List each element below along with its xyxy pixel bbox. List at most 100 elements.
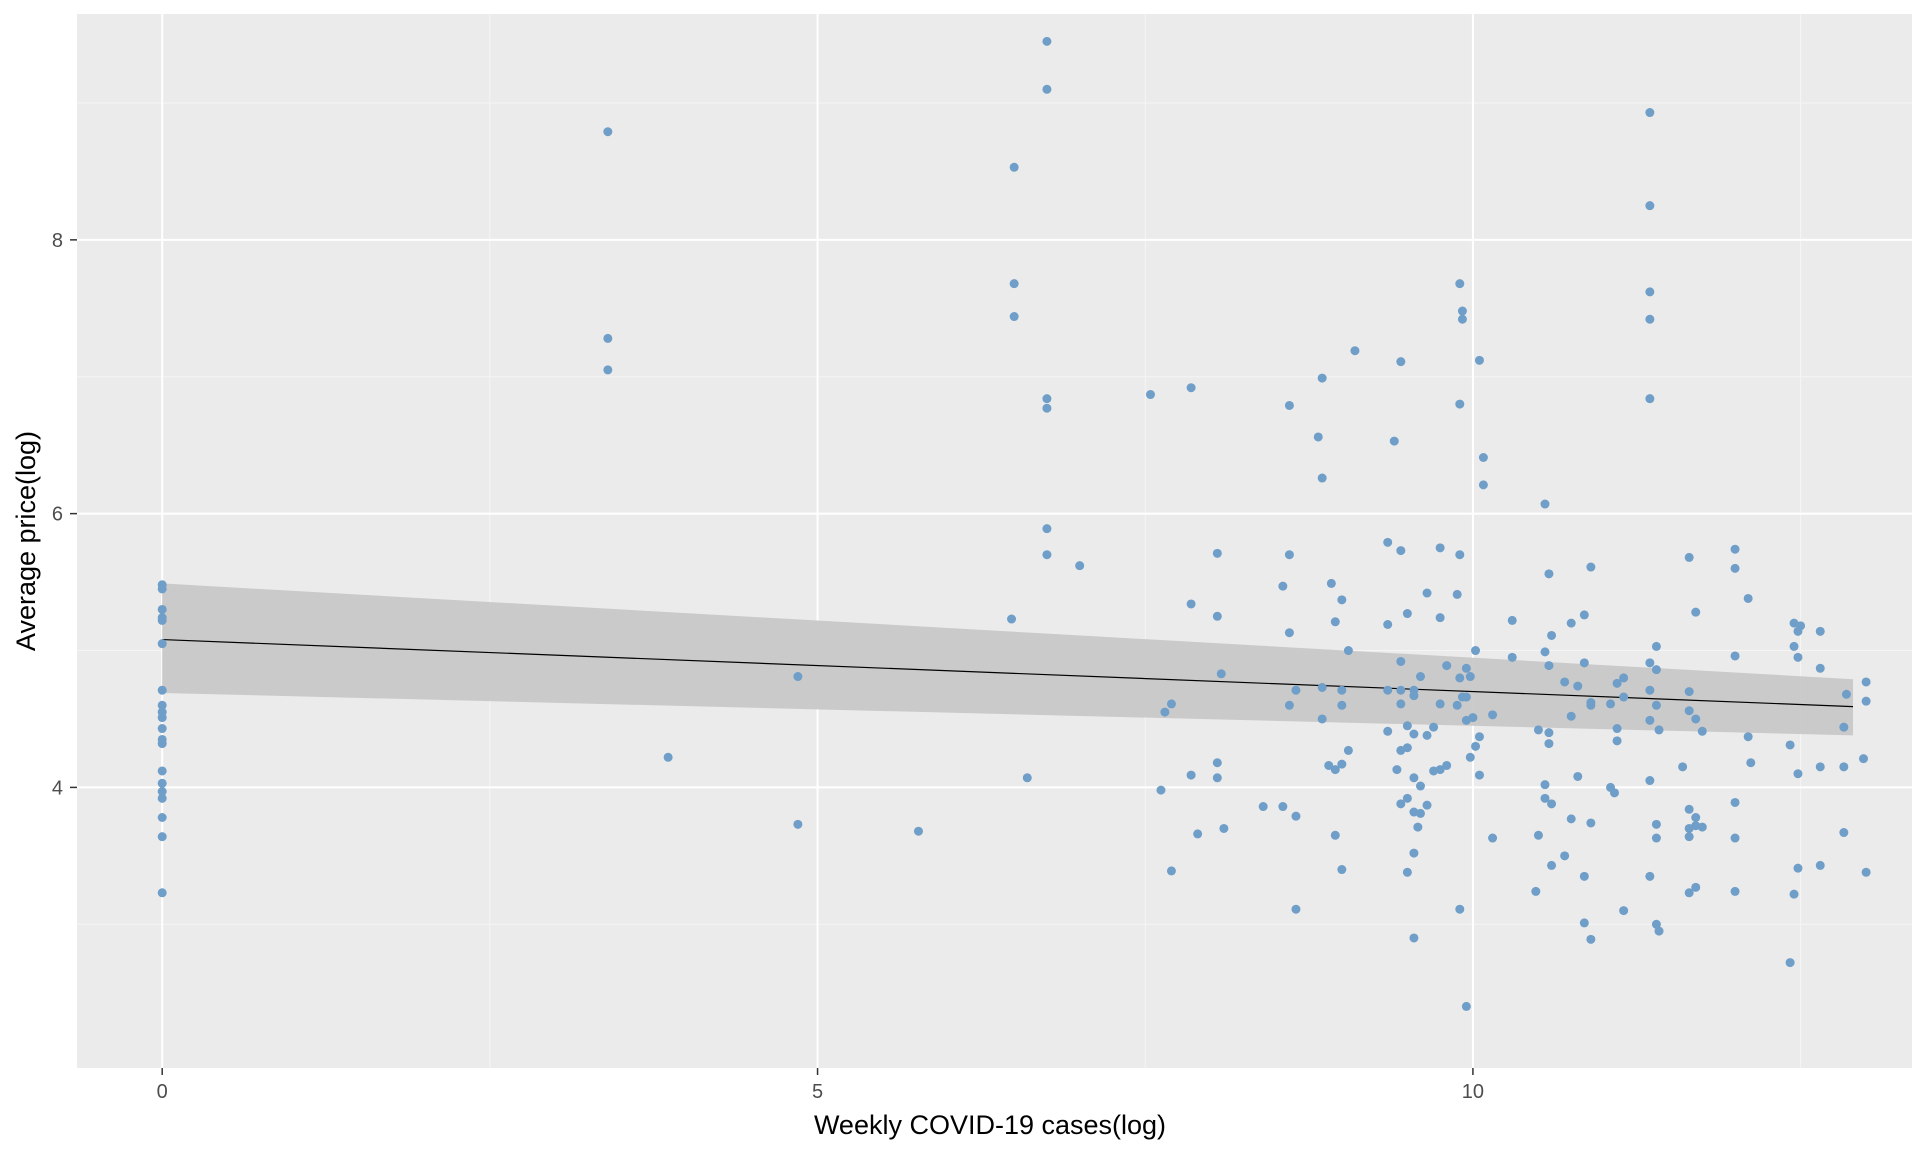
data-point (1396, 656, 1406, 666)
data-point (1422, 588, 1432, 598)
data-point (1566, 711, 1576, 721)
data-point (1645, 394, 1655, 404)
data-point (1566, 814, 1576, 824)
data-point (1793, 626, 1803, 636)
data-point (1042, 84, 1052, 94)
data-point (1216, 669, 1226, 679)
data-point (1455, 673, 1465, 683)
data-point (1343, 646, 1353, 656)
data-point (1560, 851, 1570, 861)
data-point (1785, 740, 1795, 750)
data-point (1186, 599, 1196, 609)
data-point (793, 672, 803, 682)
data-point (603, 127, 613, 137)
data-point (157, 739, 167, 749)
data-point (1841, 689, 1851, 699)
data-point (663, 752, 673, 762)
data-point (1651, 641, 1661, 651)
data-point (1166, 866, 1176, 876)
data-point (1566, 618, 1576, 628)
data-point (157, 786, 167, 796)
data-point (1409, 933, 1419, 943)
data-point (1544, 661, 1554, 671)
data-point (1291, 904, 1301, 914)
data-point (1042, 394, 1052, 404)
data-point (603, 333, 613, 343)
data-point (1645, 715, 1655, 725)
data-point (1337, 685, 1347, 695)
data-point (1474, 770, 1484, 780)
data-point (1612, 678, 1622, 688)
data-point (1612, 724, 1622, 734)
data-point (1789, 889, 1799, 899)
data-point (1684, 823, 1694, 833)
data-point (1691, 882, 1701, 892)
data-point (1697, 726, 1707, 736)
data-point (157, 584, 167, 594)
data-point (1396, 357, 1406, 367)
data-point (1471, 741, 1481, 751)
data-point (1544, 569, 1554, 579)
data-point (1789, 641, 1799, 651)
data-point (1383, 685, 1393, 695)
data-point (1507, 652, 1517, 662)
data-point (1540, 647, 1550, 657)
data-point (1435, 613, 1445, 623)
data-point (1409, 691, 1419, 701)
data-point (1579, 658, 1589, 668)
data-point (1684, 888, 1694, 898)
data-point (1452, 700, 1462, 710)
data-point (1284, 550, 1294, 560)
data-point (1415, 781, 1425, 791)
data-point (157, 793, 167, 803)
data-point (1654, 926, 1664, 936)
data-point (1022, 773, 1032, 783)
data-point (1859, 754, 1869, 764)
data-point (1579, 918, 1589, 928)
data-point (1212, 548, 1222, 558)
y-tick-label: 8 (52, 230, 63, 252)
data-point (1544, 728, 1554, 738)
data-point (1396, 685, 1406, 695)
data-point (1793, 769, 1803, 779)
data-point (1730, 544, 1740, 554)
data-point (1317, 373, 1327, 383)
data-point (1839, 828, 1849, 838)
data-point (1573, 771, 1583, 781)
data-point (1009, 162, 1019, 172)
data-point (1455, 550, 1465, 560)
data-point (1586, 700, 1596, 710)
data-point (1313, 432, 1323, 442)
data-point (157, 813, 167, 823)
data-point (157, 766, 167, 776)
data-point (1193, 829, 1203, 839)
data-point (1471, 646, 1481, 656)
data-point (1317, 714, 1327, 724)
data-point (793, 819, 803, 829)
data-point (1691, 813, 1701, 823)
data-point (157, 639, 167, 649)
data-point (1697, 822, 1707, 832)
data-point (1730, 651, 1740, 661)
y-axis: 4 6 8 (52, 230, 77, 799)
data-point (1691, 714, 1701, 724)
data-point (1547, 860, 1557, 870)
data-point (1651, 833, 1661, 843)
data-point (1455, 279, 1465, 289)
data-point (157, 685, 167, 695)
data-point (1478, 480, 1488, 490)
data-point (1330, 617, 1340, 627)
data-point (1861, 696, 1871, 706)
data-point (1645, 685, 1655, 695)
data-point (1547, 630, 1557, 640)
data-point (1730, 833, 1740, 843)
data-point (1160, 707, 1170, 717)
data-point (1156, 785, 1166, 795)
confidence-band-layer (162, 583, 1854, 736)
data-point (1145, 390, 1155, 400)
data-point (1402, 793, 1412, 803)
data-point (1815, 663, 1825, 673)
data-point (1042, 403, 1052, 413)
data-point (1422, 800, 1432, 810)
